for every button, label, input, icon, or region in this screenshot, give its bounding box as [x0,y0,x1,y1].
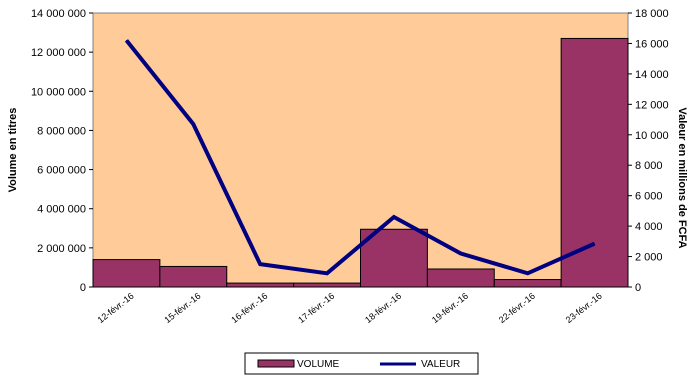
right-tick-label: 10 000 [635,130,669,142]
valeur-point [326,272,328,274]
category-label: 19-févr.-16 [430,291,470,325]
right-tick-label: 18 000 [635,8,669,20]
right-tick-label: 2 000 [635,252,663,264]
category-label: 16-févr.-16 [229,291,269,325]
y-axis-title: Volume en titres [7,108,19,193]
valeur-point [393,216,395,218]
volume-bar [293,282,361,288]
right-tick-label: 8 000 [635,160,663,172]
right-tick-label: 0 [635,282,641,294]
category-label: 17-févr.-16 [296,291,336,325]
valeur-point [259,263,261,265]
volume-bar [426,268,495,288]
category-label: 15-févr.-16 [162,291,202,325]
legend-volume-swatch [257,359,295,368]
legend-valeur-label: VALEUR [421,359,460,370]
volume-bar [226,282,295,288]
left-tick-label: 4 000 000 [37,204,86,216]
right-tick-label: 4 000 [635,221,663,233]
right-tick-label: 6 000 [635,191,663,203]
left-tick-label: 2 000 000 [37,243,86,255]
right-tick-label: 14 000 [635,69,669,81]
category-label: 22-févr.-16 [497,291,537,325]
legend-box [244,352,479,375]
right-axis-ticks: 0 2 000 4 000 6 000 8 000 10 000 12 000 14 000 1… [628,8,669,294]
valeur-line [124,39,596,276]
category-label: 18-févr.-16 [363,291,403,325]
category-label: 12-févr.-16 [96,291,136,325]
valeur-point [192,123,194,125]
valeur-point [460,253,462,255]
left-tick-label: 12 000 000 [31,47,86,59]
valeur-point [527,272,529,274]
left-tick-label: 0 [80,282,86,294]
line-layer [124,39,596,276]
y2-axis-title: Valeur en millions de FCFA [676,107,688,248]
volume-bar [92,259,161,288]
legend: VOLUME VALEUR [244,352,479,375]
volume-bar [159,265,228,288]
volume-bar [560,37,629,288]
left-tick-label: 8 000 000 [37,125,86,137]
right-tick-label: 12 000 [635,99,669,111]
valeur-point [594,243,596,245]
left-tick-label: 6 000 000 [37,165,86,177]
left-tick-label: 14 000 000 [31,8,86,20]
category-labels: 12-févr.-16 15-févr.-16 16-févr.-16 17-févr… [96,291,604,325]
category-label: 23-févr.-16 [564,291,604,325]
bars [92,37,629,288]
right-tick-label: 16 000 [635,38,669,50]
legend-volume-label: VOLUME [297,359,340,370]
left-axis-ticks: 0 2 000 000 4 000 000 6 000 000 8 000 000 10 … [31,8,93,294]
volume-bar [493,279,562,288]
valeur-point [125,39,127,41]
left-tick-label: 10 000 000 [31,86,86,98]
volume-bar [360,228,428,288]
